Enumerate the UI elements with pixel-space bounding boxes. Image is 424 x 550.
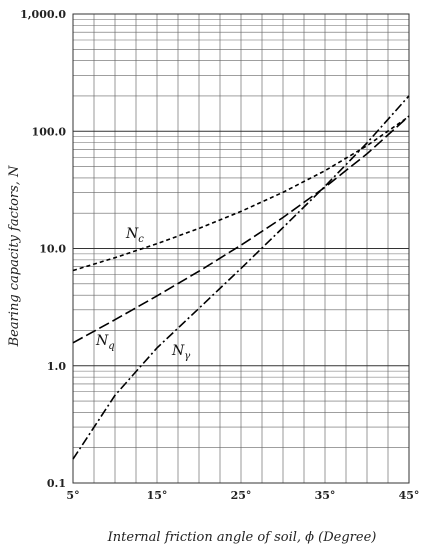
x-tick-label: 35° <box>315 489 336 502</box>
x-tick-label: 45° <box>399 489 420 502</box>
x-tick-label: 5° <box>66 489 79 502</box>
curve-label-Nc: Nc <box>125 226 144 245</box>
curve-label-Nγ: Nγ <box>171 343 190 362</box>
y-tick-labels: 0.1 1.0 10.0 100.0 1,000.0 <box>20 8 66 490</box>
x-tick-label: 15° <box>147 489 168 502</box>
x-axis-label: Internal friction angle of soil, ϕ (Degr… <box>107 530 377 545</box>
y-tick-label: 100.0 <box>32 125 67 138</box>
plot-frame <box>72 13 410 484</box>
curve-label-Nq: Nq <box>95 333 115 352</box>
y-tick-label: 10.0 <box>39 243 66 256</box>
y-tick-label: 0.1 <box>47 477 66 490</box>
y-tick-label: 1.0 <box>47 360 66 373</box>
series-line-Nc <box>72 115 410 272</box>
y-axis-label: Bearing capacity factors, N <box>7 165 22 347</box>
x-tick-labels: 5° 15° 25° 35° 45° <box>66 489 419 502</box>
y-tick-label: 1,000.0 <box>20 8 66 21</box>
curve-labels: Nc Nq Nγ <box>95 226 190 362</box>
series-line-Nγ <box>72 95 410 460</box>
series-line-Nq <box>72 115 410 344</box>
x-tick-label: 25° <box>231 489 252 502</box>
curves <box>72 95 410 460</box>
